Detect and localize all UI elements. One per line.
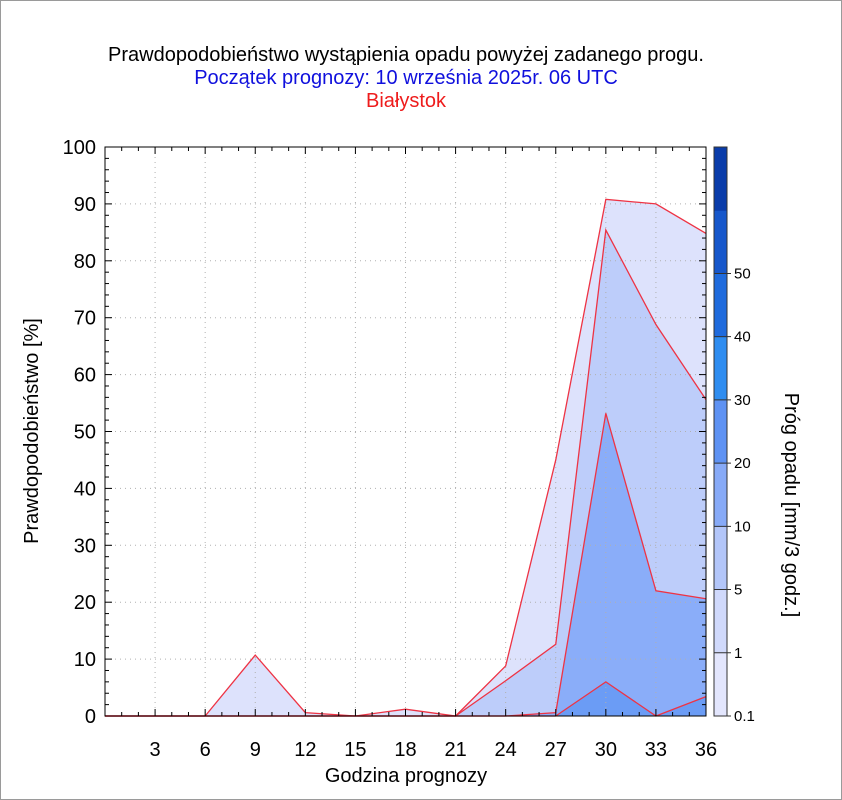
colorbar-segment <box>714 147 727 211</box>
series-areas <box>105 199 706 717</box>
x-tick-label: 18 <box>394 739 416 761</box>
colorbar-tick-label: 1 <box>734 645 742 662</box>
y-tick-label: 10 <box>74 649 96 671</box>
x-tick-label: 3 <box>150 739 161 761</box>
area-series-10 <box>105 681 706 716</box>
area-series-5 <box>105 413 706 716</box>
colorbar-tick-label: 10 <box>734 518 751 535</box>
gridlines <box>105 147 706 716</box>
colorbar-label: Próg opadu [mm/3 godz.] <box>780 393 802 618</box>
colorbar-tick-label: 50 <box>734 265 751 282</box>
y-tick-label: 60 <box>74 365 96 387</box>
colorbar-tick-label: 40 <box>734 329 751 346</box>
x-tick-label: 21 <box>444 739 466 761</box>
colorbar-tick-label: 0.1 <box>734 708 755 725</box>
colorbar-segment <box>714 336 727 401</box>
axes: 3 6 9 12 15 18 21 24 27 30 33 360102030405060708090… <box>63 137 718 761</box>
y-tick-label: 0 <box>85 706 96 728</box>
x-tick-label: 12 <box>294 739 316 761</box>
x-tick-label: 30 <box>595 739 617 761</box>
x-tick-label: 27 <box>545 739 567 761</box>
y-tick-label: 20 <box>74 592 96 614</box>
colorbar-segment <box>714 652 727 717</box>
chart-location: Białystok <box>365 90 447 112</box>
x-tick-label: 33 <box>645 739 667 761</box>
colorbar: 0.1 1 5 10 20 30 40 50 <box>713 146 755 725</box>
colorbar-segment <box>714 589 727 654</box>
y-tick-label: 90 <box>74 194 96 216</box>
colorbar-tick-label: 20 <box>734 455 751 472</box>
colorbar-segment <box>714 210 727 274</box>
chart-title: Prawdopodobieństwo wystąpienia opadu pow… <box>108 44 704 66</box>
colorbar-segment <box>714 463 727 527</box>
colorbar-segment <box>714 399 727 464</box>
y-tick-label: 100 <box>63 137 96 159</box>
y-tick-label: 80 <box>74 251 96 273</box>
colorbar-segment <box>714 273 727 338</box>
y-tick-label: 50 <box>74 422 96 444</box>
colorbar-tick-label: 30 <box>734 392 751 409</box>
x-tick-label: 15 <box>344 739 366 761</box>
x-tick-label: 24 <box>495 739 517 761</box>
y-tick-label: 40 <box>74 478 96 500</box>
area-series-0.1 <box>105 199 706 717</box>
colorbar-tick-label: 5 <box>734 582 742 599</box>
y-tick-label: 70 <box>74 308 96 330</box>
x-axis-label: Godzina prognozy <box>325 765 487 787</box>
y-tick-label: 30 <box>74 535 96 557</box>
chart-subtitle: Początek prognozy: 10 września 2025r. 06… <box>194 67 618 89</box>
colorbar-segment <box>714 526 727 591</box>
x-tick-label: 36 <box>695 739 717 761</box>
y-axis-label: Prawdopodobieństwo [%] <box>21 318 43 544</box>
x-tick-label: 9 <box>250 739 261 761</box>
x-tick-label: 6 <box>200 739 211 761</box>
